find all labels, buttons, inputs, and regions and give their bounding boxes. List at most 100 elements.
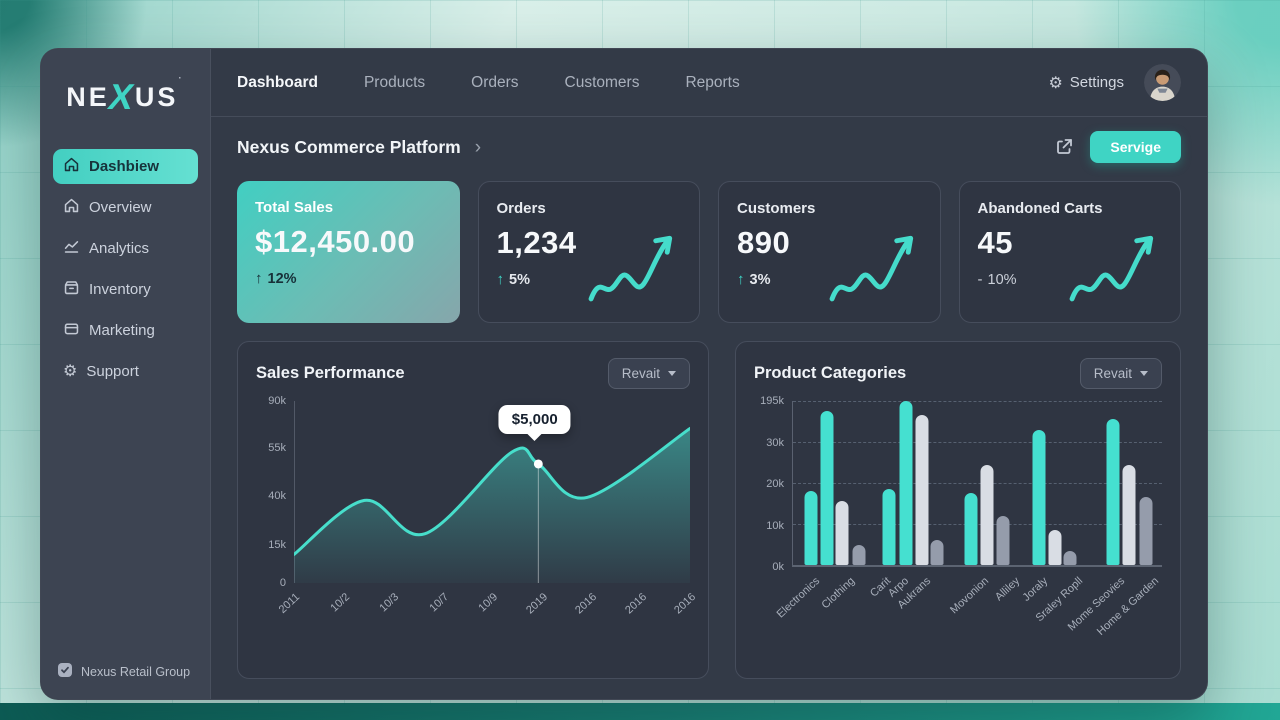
settings-button[interactable]: ⚙ Settings <box>1048 73 1124 93</box>
sidebar-item-marketing[interactable]: Marketing <box>53 313 198 348</box>
up-arrow-icon: ↑ <box>496 271 505 288</box>
charts-row: Sales Performance Revait 90k 55k 40k 15k 0 $… <box>237 341 1181 679</box>
home-icon <box>63 197 80 218</box>
nav-tab-reports[interactable]: Reports <box>685 73 740 91</box>
gear-icon: ⚙ <box>1048 74 1063 92</box>
sidebar-item-label: Overview <box>89 199 152 216</box>
y-tick: 40k <box>268 489 286 502</box>
org-label: Nexus Retail Group <box>81 664 191 679</box>
bar-gray <box>996 515 1010 565</box>
sidebar-item-label: Inventory <box>89 281 151 298</box>
breadcrumb-row: Nexus Commerce Platform › Servige <box>211 117 1207 177</box>
y-tick: 0k <box>772 561 784 573</box>
stat-delta: -10% <box>978 271 1163 288</box>
sales-plot-column: $5,000 2011 10/2 10/3 10/7 10/9 2019 2016 2016 2… <box>277 401 698 645</box>
sidebar-item-analytics[interactable]: Analytics <box>53 231 198 266</box>
sidebar-item-support[interactable]: ⚙ Support <box>53 354 198 389</box>
bar-gray <box>930 540 944 565</box>
sidebar-item-label: Marketing <box>89 322 155 339</box>
trend-sparkline <box>588 235 673 302</box>
stat-delta: ↑ 5% <box>497 271 682 288</box>
stat-delta-value: 12% <box>267 270 297 287</box>
user-avatar[interactable] <box>1144 64 1181 101</box>
stat-card-orders: Orders 1,234 ↑ 5% <box>477 181 700 323</box>
stat-delta: ↑ 12% <box>255 270 442 287</box>
y-tick: 90k <box>268 395 286 407</box>
x-tick: 2016 <box>672 591 699 617</box>
chevron-down-icon <box>668 371 676 376</box>
nav-tab-dashboard[interactable]: Dashboard <box>237 73 318 91</box>
y-tick: 55k <box>268 442 286 455</box>
x-tick: 2019 <box>523 591 550 617</box>
marketing-icon <box>63 320 80 341</box>
bar-gray <box>1139 497 1153 565</box>
analytics-icon <box>63 238 80 259</box>
up-arrow-icon: ↑ <box>737 271 745 288</box>
top-right-controls: ⚙ Settings <box>1048 64 1181 101</box>
inventory-icon <box>63 279 80 300</box>
sales-x-axis: 2011 10/2 10/3 10/7 10/9 2019 2016 2016 2016 <box>277 583 698 645</box>
stat-value: 890 <box>737 225 791 260</box>
org-badge: Nexus Retail Group <box>53 662 198 681</box>
categories-x-axis: Electronics Clothing Carit Arpo Aukrans Movon… <box>775 567 1162 638</box>
chart-tooltip: $5,000 <box>498 405 571 434</box>
sales-performance-header: Sales Performance Revait <box>256 358 690 389</box>
chevron-down-icon <box>1140 371 1148 376</box>
x-tick: 10/3 <box>377 591 402 615</box>
stat-delta-value: 5% <box>509 271 530 288</box>
y-tick: 10k <box>766 519 784 532</box>
category-label: Joraly <box>1020 575 1050 604</box>
logo-text: NE <box>66 82 110 112</box>
sales-performance-title: Sales Performance <box>256 364 405 382</box>
bar-teal <box>1106 419 1120 565</box>
stat-label: Orders <box>496 200 546 217</box>
service-button[interactable]: Servige <box>1090 131 1181 163</box>
categories-filter-dropdown[interactable]: Revait <box>1079 358 1162 389</box>
x-tick: 10/2 <box>327 591 352 615</box>
category-label: Home & Garden <box>1094 575 1161 638</box>
sidebar-item-dashbiew[interactable]: Dashbiew <box>53 149 198 184</box>
sidebar-item-inventory[interactable]: Inventory <box>53 272 198 307</box>
sidebar-item-overview[interactable]: Overview <box>53 190 198 225</box>
sidebar-item-label: Support <box>86 363 139 380</box>
categories-plot-column: Electronics Clothing Carit Arpo Aukrans Movon… <box>775 401 1162 638</box>
stat-cards-row: Total Sales $12,450.00 ↑ 12% Orders 1,234 ↑ 5% C… <box>237 181 1181 323</box>
sales-filter-dropdown[interactable]: Revait <box>607 358 690 389</box>
gear-icon: ⚙ <box>63 362 78 380</box>
top-navigation: Dashboard Products Orders Customers Reports … <box>211 49 1207 117</box>
sales-filter-label: Revait <box>621 366 660 381</box>
y-tick: 20k <box>766 478 784 490</box>
bottom-accent-band <box>0 703 1280 720</box>
export-icon[interactable] <box>1054 137 1074 157</box>
stat-delta-value: 10% <box>987 271 1017 288</box>
categories-bar-chart <box>792 401 1162 567</box>
minus-sign: - <box>977 271 983 288</box>
x-tick: 2011 <box>276 591 303 616</box>
sidebar-nav: Dashbiew Overview Analytics Inventory Market… <box>53 149 198 395</box>
bar-gray <box>852 544 866 565</box>
nav-tab-products[interactable]: Products <box>363 73 426 91</box>
category-label: Alliley <box>992 575 1023 604</box>
stat-card-abandoned-carts: Abandoned Carts 45 -10% <box>958 181 1181 323</box>
bar-teal <box>1032 429 1046 565</box>
y-tick: 15k <box>268 538 286 551</box>
trend-sparkline <box>829 235 913 302</box>
stat-value: 45 <box>977 225 1013 260</box>
nav-tab-customers[interactable]: Customers <box>564 73 640 91</box>
main-area: Dashboard Products Orders Customers Reports … <box>211 49 1207 699</box>
sidebar: NEXUS· Dashbiew Overview Analytics Inventor… <box>41 49 211 699</box>
stat-label: Customers <box>737 200 816 217</box>
stat-delta-value: 3% <box>749 271 771 288</box>
sales-area-svg <box>294 401 690 583</box>
gridline <box>793 401 1162 402</box>
x-tick: 10/7 <box>426 591 451 615</box>
bar-teal <box>899 401 913 565</box>
sidebar-item-label: Analytics <box>89 240 150 257</box>
bar-teal <box>964 493 978 565</box>
nav-tab-orders[interactable]: Orders <box>471 73 519 91</box>
x-tick: 2016 <box>573 591 600 617</box>
y-tick: 0 <box>279 577 286 589</box>
top-nav-items: Dashboard Products Orders Customers Reports <box>237 74 740 92</box>
bar-gray <box>1063 550 1077 565</box>
